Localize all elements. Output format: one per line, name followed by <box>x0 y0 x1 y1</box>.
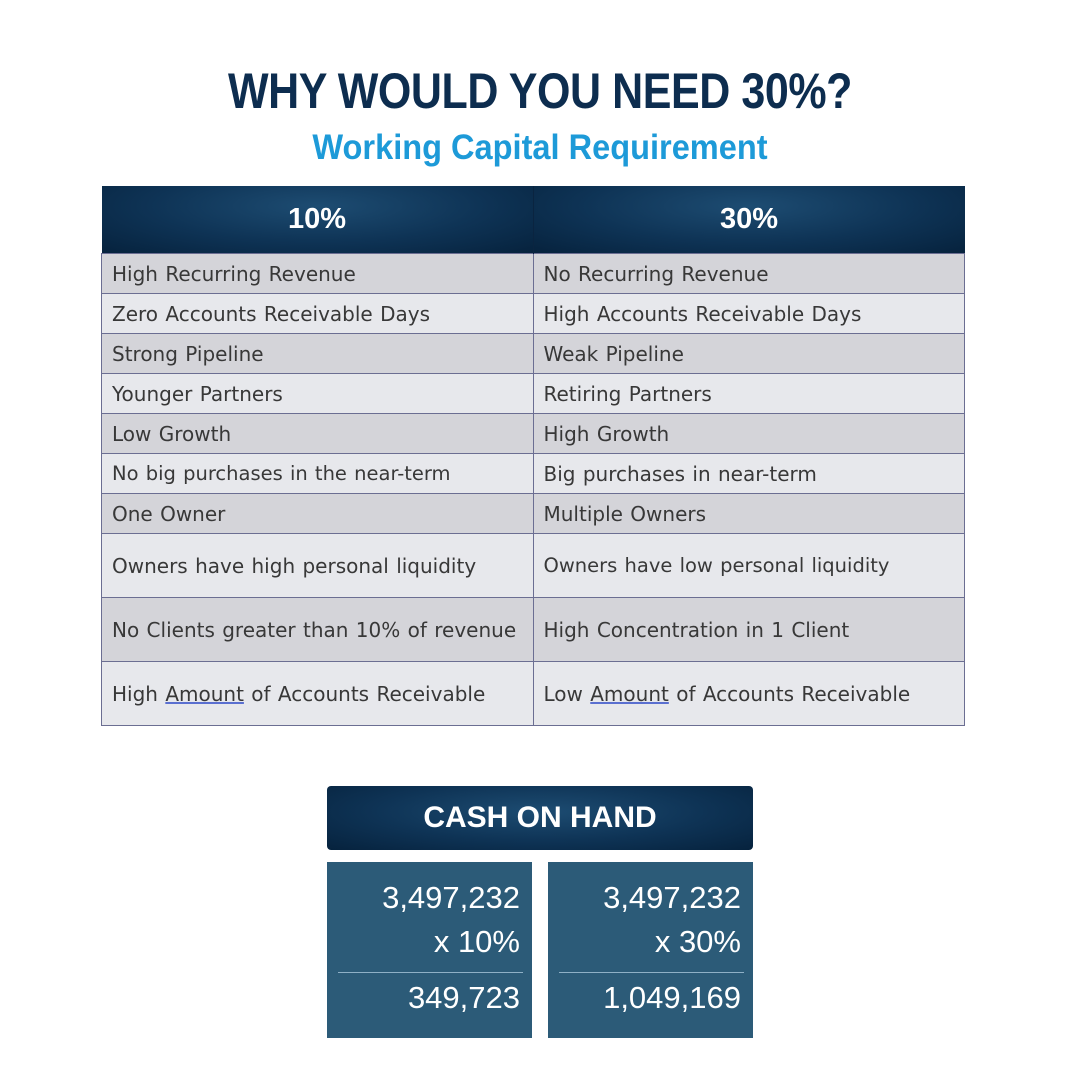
table-row: High Amount of Accounts Receivable Low A… <box>101 661 965 726</box>
table-row: Younger Partners Retiring Partners <box>101 373 965 414</box>
cash-result-value: 349,723 <box>407 980 520 1015</box>
page-title: WHY WOULD YOU NEED 30%? <box>227 63 853 119</box>
table-cell-30: Low Amount of Accounts Receivable <box>532 661 965 726</box>
table-row: Low Growth High Growth <box>101 413 965 454</box>
cash-base-value: 3,497,232 <box>603 880 741 915</box>
calc-box-10-percent: 3,497,232 x 10% 349,723 <box>327 862 532 1038</box>
table-cell-10: No big purchases in the near-term <box>101 453 534 494</box>
table-row: No Clients greater than 10% of revenue H… <box>101 597 965 662</box>
table-cell-30: Owners have low personal liquidity <box>532 533 965 598</box>
table-header-row: 10% 30% <box>101 186 965 254</box>
table-cell-30: Weak Pipeline <box>532 333 965 374</box>
cash-base-value: 3,497,232 <box>382 880 520 915</box>
table-cell-10: Younger Partners <box>101 373 534 414</box>
calc-box-30-percent: 3,497,232 x 30% 1,049,169 <box>548 862 753 1038</box>
underlined-word: Amount <box>165 681 244 706</box>
cash-on-hand-header: CASH ON HAND <box>327 786 753 850</box>
cash-multiplier: x 30% <box>654 924 741 959</box>
header-10-percent: 10% <box>101 186 533 254</box>
table-cell-30: Retiring Partners <box>532 373 965 414</box>
table-row: Owners have high personal liquidity Owne… <box>101 533 965 598</box>
table-cell-10: No Clients greater than 10% of revenue <box>101 597 534 662</box>
cash-multiplier: x 10% <box>433 924 520 959</box>
calc-divider <box>559 972 744 973</box>
table-row: Zero Accounts Receivable Days High Accou… <box>101 293 965 334</box>
cash-result-value: 1,049,169 <box>603 980 741 1015</box>
table-cell-10: Strong Pipeline <box>101 333 534 374</box>
header-30-percent: 30% <box>532 186 965 254</box>
table-cell-30: High Growth <box>532 413 965 454</box>
table-cell-30: No Recurring Revenue <box>532 253 965 294</box>
table-cell-30: Big purchases in near-term <box>532 453 965 494</box>
table-row: Strong Pipeline Weak Pipeline <box>101 333 965 374</box>
table-cell-10: Zero Accounts Receivable Days <box>101 293 534 334</box>
table-cell-10: High Amount of Accounts Receivable <box>101 661 534 726</box>
page-subtitle: Working Capital Requirement <box>312 128 768 167</box>
table-row: High Recurring Revenue No Recurring Reve… <box>101 253 965 294</box>
table-row: One Owner Multiple Owners <box>101 493 965 534</box>
table-cell-30: High Accounts Receivable Days <box>532 293 965 334</box>
table-cell-10: Low Growth <box>101 413 534 454</box>
table-cell-10: Owners have high personal liquidity <box>101 533 534 598</box>
table-row: No big purchases in the near-term Big pu… <box>101 453 965 494</box>
table-cell-10: High Recurring Revenue <box>101 253 534 294</box>
calc-divider <box>338 972 523 973</box>
table-cell-30: High Concentration in 1 Client <box>532 597 965 662</box>
table-cell-30: Multiple Owners <box>532 493 965 534</box>
table-cell-10: One Owner <box>101 493 534 534</box>
comparison-table: 10% 30% High Recurring Revenue No Recurr… <box>101 186 965 726</box>
underlined-word: Amount <box>590 681 669 706</box>
